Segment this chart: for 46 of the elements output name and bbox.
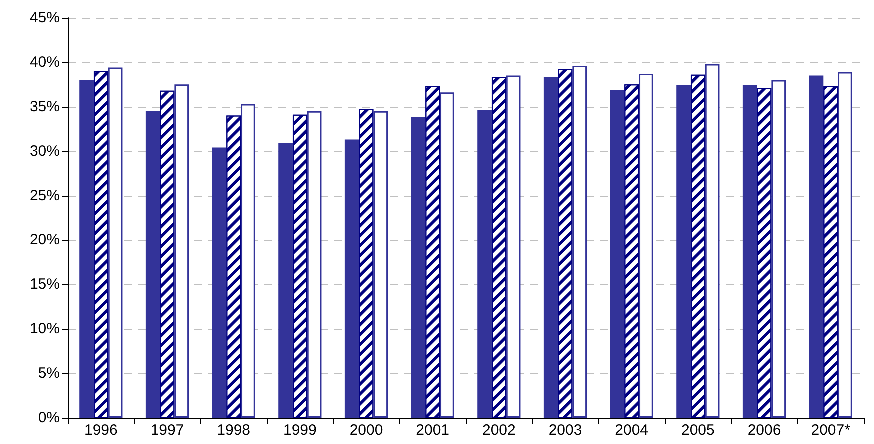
bar <box>241 104 256 418</box>
y-tick-label: 5% <box>38 365 60 382</box>
bar <box>572 66 588 418</box>
y-tick-label: 40% <box>30 54 60 71</box>
x-tick-label: 2003 <box>548 422 582 439</box>
y-tick-label: 45% <box>30 10 60 26</box>
bar <box>544 78 558 418</box>
x-tick-label: 1999 <box>283 422 317 439</box>
x-tick-label: 1998 <box>217 422 251 439</box>
x-tick-label: 2001 <box>416 422 450 439</box>
y-tick-label: 20% <box>30 232 60 249</box>
y-tick-label: 0% <box>38 410 60 426</box>
y-tick-label: 30% <box>30 142 60 160</box>
y-tick-label: 25% <box>30 187 60 204</box>
bar <box>772 80 786 418</box>
bar <box>307 111 322 418</box>
x-tick-label: 1997 <box>150 422 184 439</box>
y-tick-label: 15% <box>30 276 60 294</box>
bar <box>440 92 454 418</box>
x-tick-label: 2004 <box>615 422 649 439</box>
bar <box>478 110 492 418</box>
bar <box>610 90 625 418</box>
bar <box>80 80 94 418</box>
bar <box>506 76 521 418</box>
bar <box>344 140 360 418</box>
bar <box>411 118 426 418</box>
bar <box>174 84 190 418</box>
bar <box>108 68 123 418</box>
bar <box>278 143 293 418</box>
bar <box>639 74 654 418</box>
bar <box>742 86 758 418</box>
bar <box>705 64 720 418</box>
bar <box>374 111 388 418</box>
bar <box>838 72 852 418</box>
x-tick-label: 2005 <box>681 422 715 439</box>
bar <box>212 148 227 418</box>
x-tick-label: 2007* <box>811 422 851 439</box>
bar <box>676 86 691 418</box>
x-tick-label: 1996 <box>84 422 118 439</box>
y-tick-label: 35% <box>30 98 60 116</box>
x-tick-label: 2002 <box>482 422 516 439</box>
x-tick-label: 2000 <box>350 422 384 439</box>
y-tick-label: 10% <box>30 320 60 338</box>
bar <box>146 111 160 418</box>
bar <box>809 76 824 418</box>
x-tick-label: 2006 <box>748 422 782 439</box>
